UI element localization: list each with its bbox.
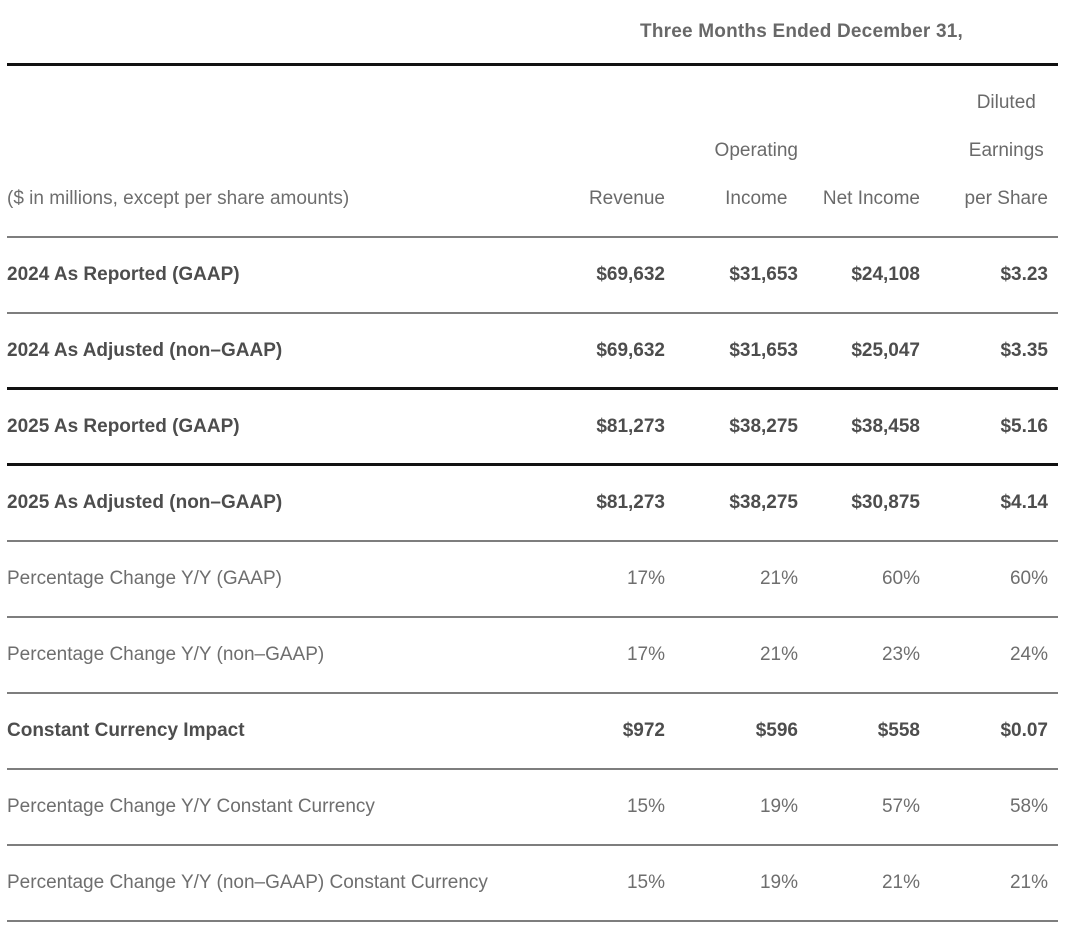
table-row-2025-as-reported-gaap: 2025 As Reported (GAAP) $81,273 $38,275 … — [7, 390, 1058, 466]
cell-diluted-eps: $0.07 — [1000, 720, 1048, 741]
cell-operating-income: 21% — [759, 644, 798, 665]
cell-net-income: 23% — [881, 644, 920, 665]
cell-diluted-eps: 24% — [1009, 644, 1048, 665]
column-header-label: per Share — [964, 188, 1048, 209]
table-row-pct-change-yy-non-gaap: Percentage Change Y/Y (non–GAAP) 17% 21%… — [7, 618, 1058, 694]
cell-diluted-eps: 60% — [1009, 568, 1048, 589]
cell-diluted-eps: $3.23 — [1000, 264, 1048, 285]
cell-diluted-eps: 21% — [1009, 872, 1048, 893]
cell-net-income: $30,875 — [851, 492, 920, 513]
cell-diluted-eps: $4.14 — [1000, 492, 1048, 513]
cell-operating-income: $31,653 — [729, 339, 798, 361]
financial-summary-table: Three Months Ended December 31, ($ in mi… — [7, 0, 1058, 922]
cell-net-income: $24,108 — [851, 264, 920, 285]
column-header-label: Earnings — [968, 140, 1044, 161]
cell-net-income: $558 — [877, 720, 920, 741]
column-header-label: Operating — [714, 140, 798, 161]
cell-operating-income: $38,275 — [729, 492, 798, 513]
row-label: 2024 As Adjusted (non–GAAP) — [7, 339, 283, 361]
row-label: 2024 As Reported (GAAP) — [7, 264, 240, 285]
cell-revenue: $81,273 — [596, 492, 665, 513]
cell-revenue: 15% — [626, 796, 665, 817]
row-label: Percentage Change Y/Y (GAAP) — [7, 568, 282, 589]
cell-revenue: 17% — [626, 644, 665, 665]
cell-net-income: 60% — [881, 568, 920, 589]
cell-revenue: 15% — [626, 872, 665, 893]
cell-operating-income: 21% — [759, 568, 798, 589]
column-header-operating-income: Operating Income — [665, 127, 798, 223]
table-row-constant-currency-impact: Constant Currency Impact $972 $596 $558 … — [7, 694, 1058, 770]
column-header-revenue: Revenue — [555, 175, 665, 223]
row-label: Percentage Change Y/Y Constant Currency — [7, 796, 375, 817]
table-row-2025-as-adjusted-non-gaap: 2025 As Adjusted (non–GAAP) $81,273 $38,… — [7, 466, 1058, 542]
cell-net-income: 57% — [881, 796, 920, 817]
table-row-2024-as-reported-gaap: 2024 As Reported (GAAP) $69,632 $31,653 … — [7, 238, 1058, 314]
cell-diluted-eps: $5.16 — [1000, 415, 1048, 437]
cell-operating-income: 19% — [759, 796, 798, 817]
cell-diluted-eps: 58% — [1009, 796, 1048, 817]
column-header-label: Net Income — [822, 188, 920, 209]
table-row-pct-change-yy-gaap: Percentage Change Y/Y (GAAP) 17% 21% 60%… — [7, 542, 1058, 618]
cell-revenue: $972 — [622, 720, 665, 741]
row-label: 2025 As Adjusted (non–GAAP) — [7, 492, 283, 513]
cell-net-income: 21% — [881, 872, 920, 893]
column-header-label: Diluted — [976, 92, 1036, 113]
row-label: Constant Currency Impact — [7, 720, 245, 741]
cell-revenue: $69,632 — [596, 339, 665, 361]
cell-revenue: $81,273 — [596, 415, 665, 437]
table-header-row: ($ in millions, except per share amounts… — [7, 66, 1058, 238]
column-header-label: Revenue — [588, 188, 665, 209]
cell-diluted-eps: $3.35 — [1000, 339, 1048, 361]
cell-revenue: 17% — [626, 568, 665, 589]
corner-units-label: ($ in millions, except per share amounts… — [7, 188, 350, 209]
cell-net-income: $38,458 — [851, 415, 920, 437]
cell-operating-income: $31,653 — [729, 264, 798, 285]
table-row-2024-as-adjusted-non-gaap: 2024 As Adjusted (non–GAAP) $69,632 $31,… — [7, 314, 1058, 390]
cell-revenue: $69,632 — [596, 264, 665, 285]
column-header-net-income: Net Income — [798, 175, 920, 223]
page-title: Three Months Ended December 31, — [640, 20, 963, 42]
table-title-row: Three Months Ended December 31, — [7, 0, 1058, 66]
row-label: Percentage Change Y/Y (non–GAAP) Constan… — [7, 872, 488, 893]
cell-operating-income: 19% — [759, 872, 798, 893]
table-row-pct-change-yy-non-gaap-constant-currency: Percentage Change Y/Y (non–GAAP) Constan… — [7, 846, 1058, 922]
cell-operating-income: $38,275 — [729, 415, 798, 437]
cell-net-income: $25,047 — [851, 339, 920, 361]
cell-operating-income: $596 — [755, 720, 798, 741]
column-header-diluted-eps: Diluted Earnings per Share — [920, 79, 1048, 223]
table-row-pct-change-yy-constant-currency: Percentage Change Y/Y Constant Currency … — [7, 770, 1058, 846]
row-label: Percentage Change Y/Y (non–GAAP) — [7, 644, 325, 665]
row-label: 2025 As Reported (GAAP) — [7, 415, 240, 437]
column-header-label: Income — [725, 188, 788, 209]
